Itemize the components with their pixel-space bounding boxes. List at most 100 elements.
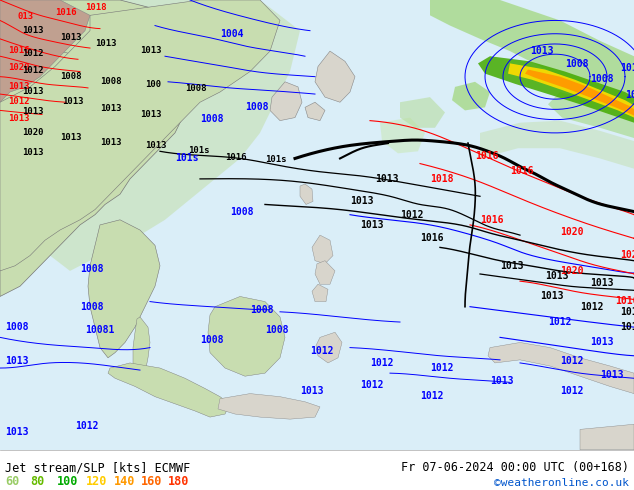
Text: 1013: 1013 <box>22 107 44 116</box>
Text: 1013: 1013 <box>5 356 29 366</box>
Text: 1012: 1012 <box>75 421 98 431</box>
Text: 1012: 1012 <box>370 358 394 368</box>
Text: 1012: 1012 <box>360 380 384 391</box>
Text: 1020: 1020 <box>560 227 583 237</box>
Text: 1008: 1008 <box>230 206 254 217</box>
Text: 1012: 1012 <box>8 97 30 106</box>
Text: 1020: 1020 <box>560 266 583 276</box>
Text: 1008: 1008 <box>80 264 103 274</box>
Text: 1013: 1013 <box>590 278 614 288</box>
Text: 1008: 1008 <box>200 335 224 345</box>
Text: 1020: 1020 <box>8 63 30 73</box>
Text: 1016: 1016 <box>475 151 498 161</box>
Text: 1013: 1013 <box>350 196 373 206</box>
Text: 140: 140 <box>114 475 136 488</box>
Text: 1013: 1013 <box>100 138 122 147</box>
Text: 100: 100 <box>145 80 161 89</box>
Polygon shape <box>305 102 325 121</box>
Text: 1013: 1013 <box>60 33 82 42</box>
Polygon shape <box>488 343 634 393</box>
Text: 1013: 1013 <box>8 115 30 123</box>
Text: 1013: 1013 <box>360 220 384 230</box>
Polygon shape <box>0 0 240 296</box>
Polygon shape <box>508 63 634 118</box>
Polygon shape <box>548 92 634 138</box>
Text: ©weatheronline.co.uk: ©weatheronline.co.uk <box>494 478 629 488</box>
Text: 1013: 1013 <box>60 133 82 142</box>
Text: 1013: 1013 <box>140 46 162 55</box>
Text: 1018: 1018 <box>85 3 107 12</box>
Text: 1013: 1013 <box>5 427 29 438</box>
Text: 1012: 1012 <box>560 356 583 366</box>
Text: 1013: 1013 <box>590 337 614 347</box>
Text: 1018: 1018 <box>430 174 453 184</box>
Text: 1012: 1012 <box>548 317 571 327</box>
Text: 1016: 1016 <box>480 215 503 225</box>
Polygon shape <box>400 97 445 128</box>
Text: 1013: 1013 <box>22 25 44 35</box>
Text: 1016: 1016 <box>510 166 533 175</box>
Text: 120: 120 <box>86 475 107 488</box>
Text: 1013: 1013 <box>625 90 634 100</box>
Text: 1013: 1013 <box>500 261 524 270</box>
Text: 1013: 1013 <box>22 87 44 96</box>
Text: 1013: 1013 <box>8 82 30 91</box>
Text: 1016: 1016 <box>8 46 30 55</box>
Text: 80: 80 <box>30 475 44 488</box>
Polygon shape <box>300 184 313 204</box>
Text: Jet stream/SLP [kts] ECMWF: Jet stream/SLP [kts] ECMWF <box>5 461 190 474</box>
Text: 1013: 1013 <box>100 104 122 113</box>
Text: 1008: 1008 <box>200 115 224 124</box>
Text: 1012: 1012 <box>620 63 634 74</box>
Polygon shape <box>208 296 285 376</box>
Text: 1013: 1013 <box>530 46 553 56</box>
Text: Fr 07-06-2024 00:00 UTC (00+168): Fr 07-06-2024 00:00 UTC (00+168) <box>401 461 629 474</box>
Polygon shape <box>0 0 280 271</box>
Text: 1013: 1013 <box>140 110 162 120</box>
Polygon shape <box>0 46 130 261</box>
Text: 1012: 1012 <box>580 301 604 312</box>
Text: 1016: 1016 <box>615 296 634 306</box>
Polygon shape <box>452 82 490 110</box>
Text: 1016: 1016 <box>55 8 77 17</box>
Polygon shape <box>580 424 634 450</box>
Text: 1013: 1013 <box>22 148 44 157</box>
Polygon shape <box>525 70 634 116</box>
Text: 1013: 1013 <box>95 39 117 48</box>
Text: 1012: 1012 <box>430 363 453 373</box>
Polygon shape <box>380 118 425 153</box>
Text: 1012: 1012 <box>22 67 44 75</box>
Text: 101s: 101s <box>175 153 198 163</box>
Text: 1012: 1012 <box>310 345 333 356</box>
Text: 1013: 1013 <box>620 322 634 332</box>
Text: 1008: 1008 <box>5 322 29 332</box>
Polygon shape <box>480 121 634 169</box>
Text: 1013: 1013 <box>540 292 564 301</box>
Text: 1008: 1008 <box>60 72 82 80</box>
Text: 1012: 1012 <box>400 210 424 220</box>
Text: 1020: 1020 <box>22 128 44 137</box>
Text: 180: 180 <box>168 475 190 488</box>
Polygon shape <box>218 393 320 419</box>
Text: 10081: 10081 <box>85 325 114 335</box>
Polygon shape <box>312 235 333 264</box>
Text: 013: 013 <box>18 12 34 21</box>
Text: 1020: 1020 <box>620 250 634 261</box>
Text: 1013: 1013 <box>490 376 514 386</box>
Text: 1013: 1013 <box>545 271 569 281</box>
Text: 1016: 1016 <box>225 153 247 162</box>
Text: 1008: 1008 <box>80 301 103 312</box>
Text: 1008: 1008 <box>250 305 273 315</box>
Text: 1016: 1016 <box>420 233 444 243</box>
Polygon shape <box>312 284 328 301</box>
Polygon shape <box>0 0 90 102</box>
Text: 1004: 1004 <box>220 28 243 39</box>
Text: 1008: 1008 <box>265 325 288 335</box>
Text: 1008: 1008 <box>100 76 122 86</box>
Text: 100: 100 <box>57 475 79 488</box>
Polygon shape <box>315 51 355 102</box>
Text: 1013: 1013 <box>600 370 623 380</box>
Polygon shape <box>430 0 634 102</box>
Text: 1008: 1008 <box>185 84 207 93</box>
Text: 1008: 1008 <box>565 59 588 69</box>
